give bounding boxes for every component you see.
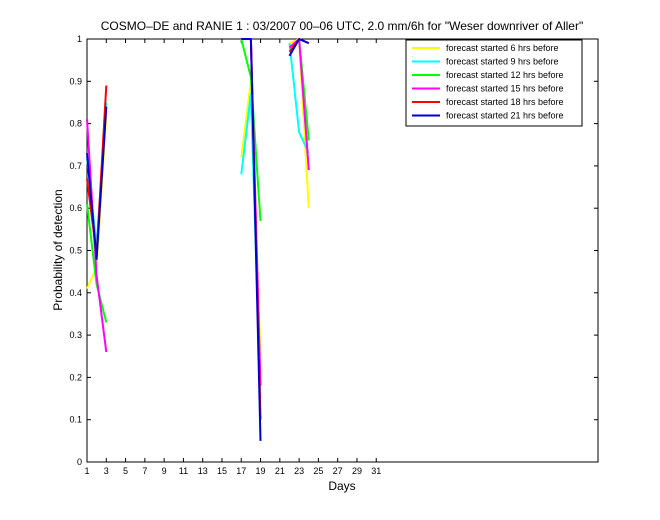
y-tick-label: 0 xyxy=(77,457,82,467)
x-tick-label: 27 xyxy=(333,466,343,476)
x-tick-label: 5 xyxy=(123,466,128,476)
y-tick-label: 0.1 xyxy=(69,415,82,425)
x-tick-label: 17 xyxy=(236,466,246,476)
x-tick-label: 11 xyxy=(179,466,188,476)
x-tick-label: 31 xyxy=(371,466,381,476)
legend-box xyxy=(405,39,583,127)
series-6-segment-3 xyxy=(288,38,310,57)
x-tick-label: 21 xyxy=(275,466,285,476)
series-3-segment-1 xyxy=(86,203,108,323)
y-tick-label: 0.4 xyxy=(69,288,82,298)
legend-label-4: forecast started 15 hrs before xyxy=(446,84,564,94)
y-axis-label: Probability of detection xyxy=(51,189,65,310)
x-tick-label: 23 xyxy=(294,466,304,476)
series-6-segment-1 xyxy=(86,106,108,260)
y-tick-label: 0.9 xyxy=(69,76,82,86)
legend: forecast started 6 hrs before forecast st… xyxy=(405,39,583,127)
axis-ticks: 00.10.20.30.40.50.60.70.80.911 3 5 7 9 11 13 15… xyxy=(69,34,598,476)
legend-label-6: forecast started 21 hrs before xyxy=(446,111,564,121)
y-tick-label: 0.8 xyxy=(69,119,82,129)
y-tick-label: 0.7 xyxy=(69,161,82,171)
y-tick-label: 0.5 xyxy=(69,246,82,256)
x-tick-label: 7 xyxy=(142,466,147,476)
x-tick-label: 1 xyxy=(84,466,89,476)
y-tick-label: 0.6 xyxy=(69,203,82,213)
series-2-segment-3 xyxy=(288,43,310,154)
x-tick-label: 25 xyxy=(313,466,323,476)
y-tick-label: 1 xyxy=(77,34,82,44)
x-axis-label: Days xyxy=(328,479,355,493)
legend-label-1: forecast started 6 hrs before xyxy=(446,43,559,53)
x-tick-label: 19 xyxy=(256,466,266,476)
x-tick-label: 13 xyxy=(198,466,208,476)
y-tick-label: 0.3 xyxy=(69,330,82,340)
x-tick-label: 15 xyxy=(217,466,227,476)
y-tick-label: 0.2 xyxy=(69,372,82,382)
series-6-segment-2 xyxy=(241,38,262,441)
x-tick-label: 9 xyxy=(162,466,167,476)
legend-label-3: forecast started 12 hrs before xyxy=(446,70,564,80)
legend-label-5: forecast started 18 hrs before xyxy=(446,97,564,107)
x-tick-label: 29 xyxy=(352,466,362,476)
series-4-segment-1 xyxy=(86,119,108,353)
x-tick-label: 3 xyxy=(104,466,109,476)
chart-title: COSMO–DE and RANIE 1 : 03/2007 00–06 UTC… xyxy=(101,19,584,33)
legend-label-2: forecast started 9 hrs before xyxy=(446,57,559,67)
series-lines xyxy=(86,38,310,441)
